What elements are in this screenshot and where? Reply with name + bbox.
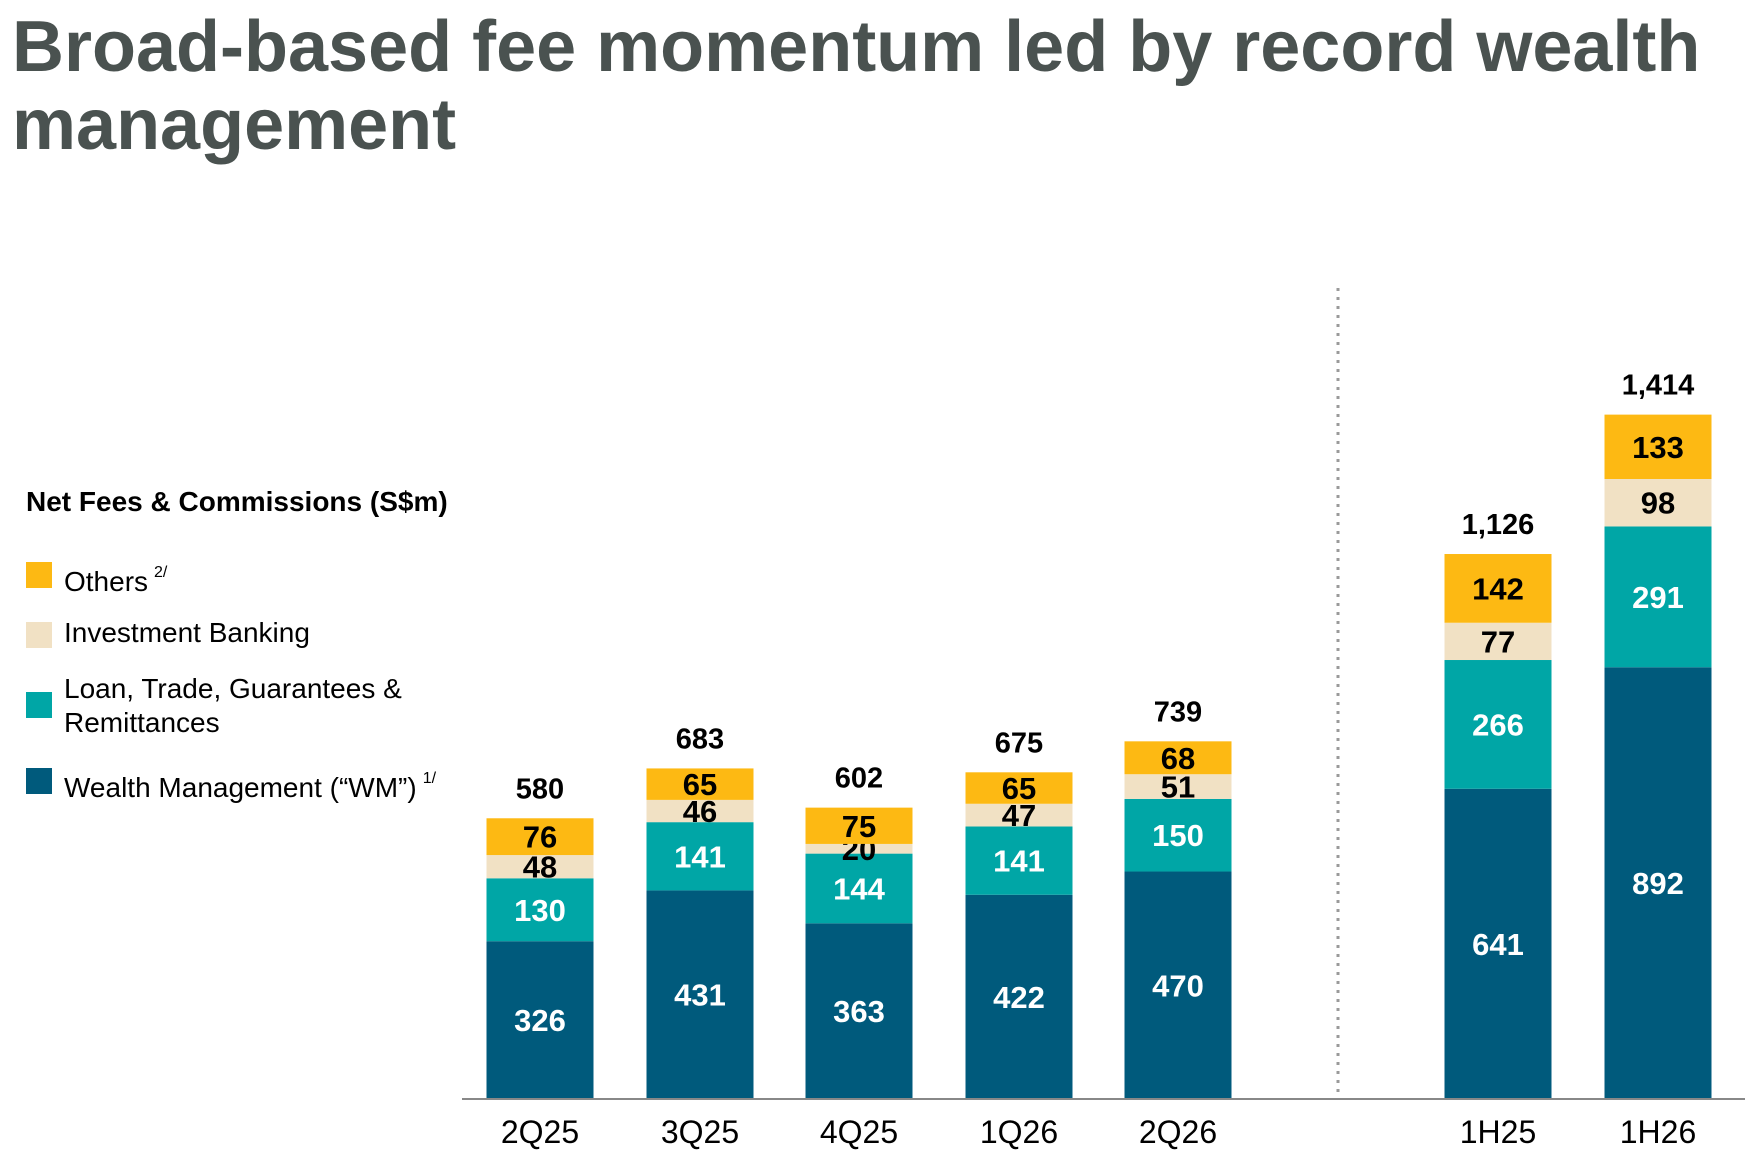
data-label: 68	[1161, 741, 1195, 776]
data-label: 130	[514, 893, 566, 928]
data-label: 142	[1472, 571, 1524, 606]
bar-segment-investment-banking	[486, 855, 594, 879]
x-tick-label: 1H26	[1620, 1114, 1697, 1150]
data-label: 65	[1002, 771, 1036, 806]
legend-swatch-others	[26, 562, 52, 588]
total-label: 1,414	[1622, 370, 1695, 402]
bar-segment-loan-trade-guarantees-remittances	[1604, 526, 1712, 668]
chart-legend: Net Fees & Commissions (S$m) Others 2/ In…	[26, 486, 496, 803]
data-label: 363	[833, 994, 885, 1029]
data-label: 141	[993, 844, 1045, 879]
data-label: 144	[833, 871, 885, 906]
data-label: 141	[674, 839, 726, 874]
legend-swatch-wealth-management	[26, 768, 52, 794]
x-tick-label: 2Q25	[501, 1114, 579, 1150]
legend-note-others: 2/	[154, 564, 168, 581]
bar-segment-loan-trade-guarantees-remittances	[1444, 660, 1552, 789]
data-label: 51	[1161, 770, 1195, 805]
bar-segment-loan-trade-guarantees-remittances	[646, 822, 754, 891]
data-label: 47	[1002, 798, 1036, 833]
bar-segment-wealth-management-wm	[1604, 667, 1712, 1099]
legend-item-investment-banking: Investment Banking	[26, 616, 310, 650]
bar-segment-loan-trade-guarantees-remittances	[1124, 798, 1232, 872]
bar-segment-wealth-management-wm	[965, 894, 1073, 1099]
data-label: 150	[1152, 818, 1204, 853]
bar-segment-wealth-management-wm	[1124, 871, 1232, 1099]
bar-segment-others	[1444, 554, 1552, 623]
legend-item-others: Others 2/	[26, 556, 167, 599]
bar-segment-investment-banking	[965, 803, 1073, 827]
data-label: 422	[993, 980, 1045, 1015]
page-title: Broad-based fee momentum led by record w…	[12, 7, 1701, 165]
bar-segment-others	[486, 818, 594, 856]
x-tick-label: 4Q25	[820, 1114, 898, 1150]
data-label: 291	[1632, 580, 1684, 615]
legend-label-wealth-management: Wealth Management (“WM”)	[64, 772, 417, 803]
x-tick-label: 2Q26	[1139, 1114, 1217, 1150]
legend-label-others: Others	[64, 566, 149, 597]
x-tick-label: 1H25	[1460, 1114, 1537, 1150]
bar-segment-others	[646, 768, 754, 800]
bar-segment-wealth-management-wm	[486, 941, 594, 1099]
data-label: 470	[1152, 968, 1204, 1003]
data-label: 266	[1472, 707, 1524, 742]
data-label: 77	[1481, 624, 1515, 659]
total-label: 739	[1154, 696, 1202, 728]
bar-segment-loan-trade-guarantees-remittances	[486, 878, 594, 942]
legend-item-loan-trade: Loan, Trade, Guarantees & Remittances	[26, 672, 444, 740]
data-label: 75	[842, 809, 876, 844]
data-label: 65	[683, 767, 717, 802]
total-label: 602	[835, 763, 883, 795]
bar-segment-wealth-management-wm	[1444, 788, 1552, 1099]
bar-segment-wealth-management-wm	[646, 890, 754, 1099]
total-label: 580	[516, 773, 564, 805]
bar-segment-investment-banking	[1444, 622, 1552, 661]
data-label: 326	[514, 1003, 566, 1038]
bar-segment-investment-banking	[1604, 478, 1712, 527]
bar-segment-investment-banking	[805, 843, 913, 854]
bar-segment-investment-banking	[646, 799, 754, 823]
bar-segment-loan-trade-guarantees-remittances	[965, 826, 1073, 895]
data-label: 48	[523, 850, 557, 885]
bar-segment-others	[1124, 741, 1232, 775]
bar-segment-investment-banking	[1124, 774, 1232, 799]
legend-label-loan-trade: Loan, Trade, Guarantees & Remittances	[64, 673, 402, 738]
x-tick-label: 3Q25	[661, 1114, 739, 1150]
legend-label-investment-banking: Investment Banking	[64, 617, 310, 648]
data-label: 892	[1632, 866, 1684, 901]
legend-swatch-investment-banking	[26, 622, 52, 648]
legend-swatch-loan-trade	[26, 692, 52, 718]
data-label: 431	[674, 978, 726, 1013]
legend-title: Net Fees & Commissions (S$m)	[26, 486, 448, 517]
data-label: 76	[523, 820, 557, 855]
data-label: 641	[1472, 927, 1524, 962]
bar-segment-wealth-management-wm	[805, 923, 913, 1099]
bar-segment-others	[805, 807, 913, 844]
bar-segment-others	[1604, 414, 1712, 479]
total-label: 675	[995, 727, 1043, 759]
legend-note-wealth-management: 1/	[422, 770, 437, 787]
legend-item-wealth-management: Wealth Management (“WM”) 1/	[26, 762, 504, 805]
data-label: 98	[1641, 486, 1675, 521]
data-label: 133	[1632, 430, 1684, 465]
bar-segment-loan-trade-guarantees-remittances	[805, 853, 913, 924]
total-label: 1,126	[1462, 509, 1535, 541]
x-tick-label: 1Q26	[980, 1114, 1058, 1150]
total-label: 683	[676, 723, 724, 755]
bar-segment-others	[965, 772, 1073, 804]
